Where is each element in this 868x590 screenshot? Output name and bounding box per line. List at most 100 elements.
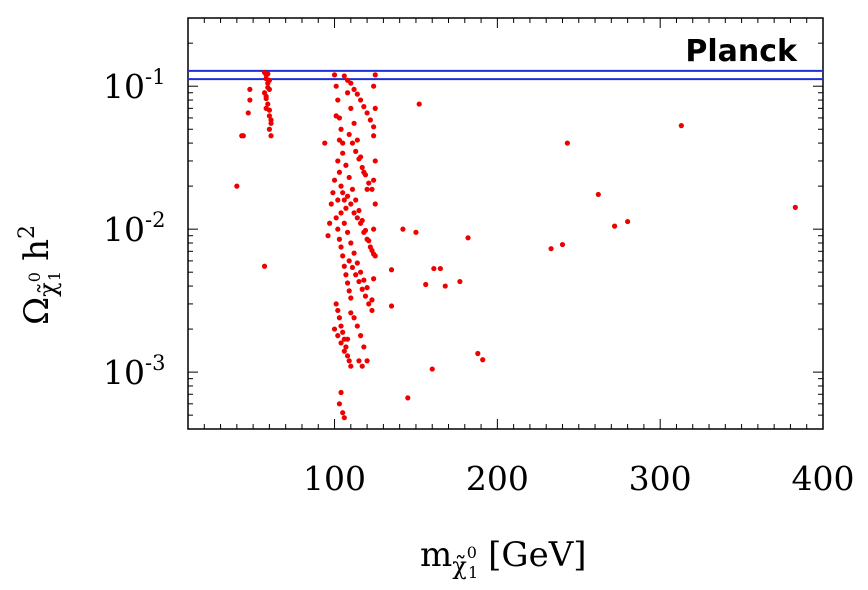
data-point bbox=[333, 83, 339, 89]
data-point bbox=[349, 140, 356, 146]
data-point bbox=[344, 280, 351, 286]
plot-frame bbox=[187, 17, 824, 430]
data-point bbox=[364, 186, 370, 192]
data-point bbox=[247, 86, 253, 92]
y-tick-label: 10-3 bbox=[103, 351, 165, 392]
data-point bbox=[348, 201, 354, 207]
x-tick-label: 200 bbox=[466, 459, 529, 498]
data-point bbox=[343, 162, 349, 168]
data-point bbox=[266, 77, 273, 83]
data-point bbox=[457, 278, 463, 285]
data-point bbox=[343, 205, 349, 211]
data-point bbox=[595, 191, 601, 198]
data-point bbox=[336, 315, 343, 321]
data-point bbox=[340, 190, 346, 196]
y-tick-label: 10-2 bbox=[103, 208, 165, 249]
data-point bbox=[263, 105, 269, 111]
data-point bbox=[564, 140, 570, 146]
data-point bbox=[335, 197, 341, 203]
data-point bbox=[364, 285, 370, 291]
data-point bbox=[338, 244, 344, 250]
data-point bbox=[245, 110, 251, 116]
y-axis-label-symbol: Ω bbox=[17, 297, 57, 325]
data-point bbox=[351, 210, 357, 216]
x-tick-label: 400 bbox=[792, 459, 855, 498]
data-point bbox=[353, 197, 359, 203]
data-point bbox=[341, 197, 347, 203]
data-point bbox=[349, 264, 356, 271]
data-point bbox=[346, 258, 352, 264]
y-axis-label-h: h bbox=[17, 239, 57, 261]
data-point bbox=[261, 263, 268, 269]
x-tick-label: 100 bbox=[303, 459, 366, 498]
data-point bbox=[340, 150, 346, 156]
data-point bbox=[359, 286, 365, 292]
x-axis-label-subsub: 1 bbox=[468, 563, 478, 582]
data-point bbox=[405, 395, 411, 401]
data-point bbox=[344, 336, 351, 342]
data-point bbox=[356, 278, 362, 285]
data-point bbox=[611, 223, 618, 229]
data-point bbox=[341, 348, 347, 354]
data-point bbox=[371, 83, 377, 89]
data-point bbox=[336, 236, 343, 242]
y-tick-label: 10-1 bbox=[103, 65, 165, 106]
y-axis-label-sub: χ̃ bbox=[34, 282, 62, 297]
data-point bbox=[266, 86, 273, 92]
data-point bbox=[372, 105, 378, 111]
data-point bbox=[325, 233, 331, 239]
data-point bbox=[333, 113, 339, 119]
x-axis-label-subsup: 0 bbox=[467, 543, 477, 562]
data-point bbox=[372, 253, 378, 259]
data-point bbox=[348, 310, 354, 316]
data-point bbox=[442, 283, 448, 289]
data-point bbox=[341, 220, 347, 226]
data-point bbox=[336, 137, 343, 143]
data-point bbox=[359, 363, 365, 369]
data-point bbox=[346, 358, 352, 364]
x-axis-label-sub: χ̃ bbox=[452, 552, 467, 580]
data-point bbox=[357, 269, 364, 275]
data-point bbox=[348, 363, 354, 369]
data-point bbox=[338, 340, 344, 346]
data-point bbox=[266, 126, 273, 132]
data-point bbox=[792, 204, 798, 210]
data-point bbox=[343, 272, 349, 278]
x-tick-labels: 100 200 300 400 bbox=[303, 459, 854, 498]
data-point bbox=[340, 329, 346, 335]
data-point bbox=[331, 177, 338, 183]
data-point bbox=[341, 73, 347, 79]
data-point bbox=[266, 113, 273, 119]
data-point bbox=[369, 307, 375, 314]
data-point bbox=[371, 276, 377, 282]
data-point bbox=[344, 353, 351, 359]
data-point bbox=[351, 315, 357, 321]
data-point bbox=[341, 415, 347, 421]
data-point bbox=[344, 193, 351, 199]
y-axis-label-exp: 2 bbox=[15, 225, 40, 239]
y-axis-label-subsup: 0 bbox=[25, 272, 44, 282]
data-point bbox=[388, 303, 395, 309]
data-point bbox=[361, 277, 367, 283]
data-point bbox=[366, 301, 372, 307]
data-point bbox=[240, 133, 246, 139]
y-tick-label-exp: -1 bbox=[145, 65, 165, 89]
data-point bbox=[348, 105, 354, 111]
data-point bbox=[371, 124, 377, 130]
data-point bbox=[431, 265, 437, 272]
data-point bbox=[357, 333, 364, 339]
y-tick-label-base: 10 bbox=[103, 67, 145, 106]
data-point bbox=[371, 226, 377, 232]
data-point bbox=[372, 158, 378, 164]
data-point bbox=[338, 389, 344, 396]
data-point bbox=[340, 253, 346, 259]
data-point bbox=[366, 180, 372, 186]
data-point bbox=[268, 117, 274, 123]
data-point bbox=[359, 164, 365, 171]
data-point bbox=[341, 263, 347, 269]
data-point bbox=[340, 410, 346, 416]
data-point bbox=[346, 288, 352, 294]
data-point bbox=[354, 91, 360, 97]
data-point bbox=[351, 120, 357, 126]
